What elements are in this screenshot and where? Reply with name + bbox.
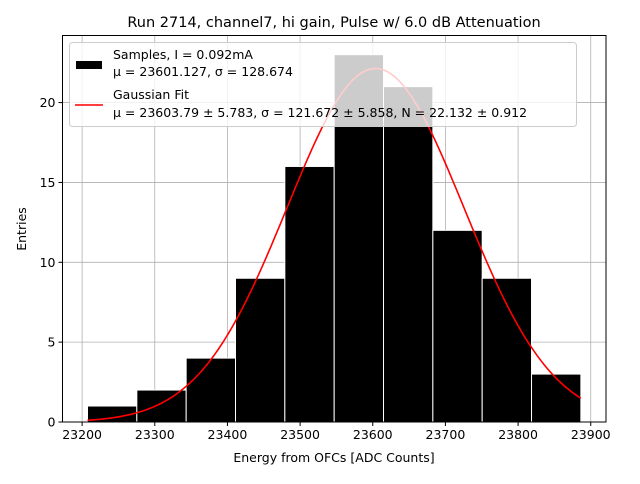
x-axis-ticks: 23200 23300 23400 23500 23600 23700 23800 23900 <box>62 422 611 442</box>
legend-samples-line2: μ = 23601.127, σ = 128.674 <box>113 64 293 79</box>
legend-box <box>69 42 577 127</box>
y-tick-label: 5 <box>48 335 56 350</box>
legend-fit-line2: μ = 23603.79 ± 5.783, σ = 121.672 ± 5.85… <box>113 105 527 120</box>
histogram-bar <box>383 86 434 423</box>
x-tick-label: 23800 <box>498 427 538 442</box>
chart-title: Run 2714, channel7, hi gain, Pulse w/ 6.… <box>127 15 540 31</box>
histogram-bar <box>481 277 533 423</box>
histogram-bar <box>284 165 335 423</box>
x-tick-label: 23500 <box>280 427 320 442</box>
legend-samples-swatch <box>76 61 102 69</box>
x-tick-label: 23400 <box>208 427 248 442</box>
x-axis-label: Energy from OFCs [ADC Counts] <box>233 450 434 465</box>
y-tick-label: 10 <box>40 255 56 270</box>
x-tick-label: 23200 <box>62 427 102 442</box>
histogram-bar <box>432 229 483 423</box>
y-tick-label: 20 <box>40 95 56 110</box>
y-tick-label: 15 <box>40 175 56 190</box>
x-tick-label: 23600 <box>353 427 393 442</box>
plot-frame <box>62 35 607 423</box>
histogram-bar <box>531 373 582 423</box>
x-tick-label: 23300 <box>135 427 175 442</box>
y-tick-label: 0 <box>48 415 56 430</box>
y-axis-ticks: 0 5 10 15 20 <box>40 95 63 430</box>
legend-samples-line1: Samples, I = 0.092mA <box>113 47 253 62</box>
legend-fit-line1: Gaussian Fit <box>113 87 189 102</box>
x-tick-label: 23900 <box>571 427 611 442</box>
legend: Samples, I = 0.092mA μ = 23601.127, σ = … <box>69 42 577 127</box>
x-tick-label: 23700 <box>426 427 466 442</box>
histogram-bar <box>185 357 237 423</box>
histogram-bar <box>136 389 187 423</box>
y-axis-label: Entries <box>14 207 29 251</box>
histogram-bar <box>235 277 286 423</box>
